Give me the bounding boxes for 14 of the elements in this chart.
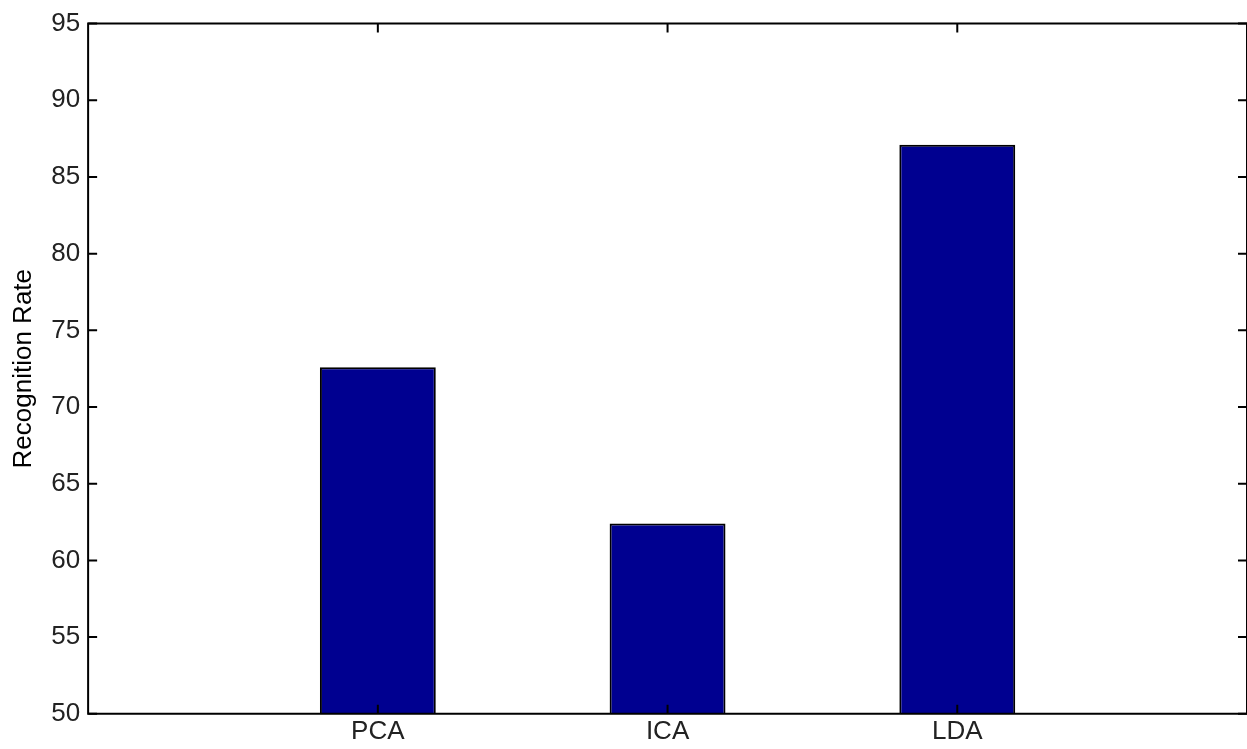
y-tick-label: 85	[51, 160, 81, 191]
y-tick-label: 75	[51, 313, 81, 344]
x-tick-label: ICA	[645, 714, 690, 745]
x-tick-label: LDA	[931, 714, 984, 745]
y-tick-label: 50	[51, 696, 81, 727]
y-tick-label: 80	[51, 236, 81, 267]
y-tick-label: 90	[51, 83, 81, 114]
y-tick-label: 55	[51, 620, 81, 651]
y-axis-title: Recognition Rate	[6, 268, 37, 469]
x-tick-label: PCA	[351, 714, 406, 745]
y-tick-label: 70	[51, 390, 81, 421]
y-tick-label: 65	[51, 466, 81, 497]
y-tick-label: 60	[51, 543, 81, 574]
y-tick-label: 95	[51, 6, 81, 37]
